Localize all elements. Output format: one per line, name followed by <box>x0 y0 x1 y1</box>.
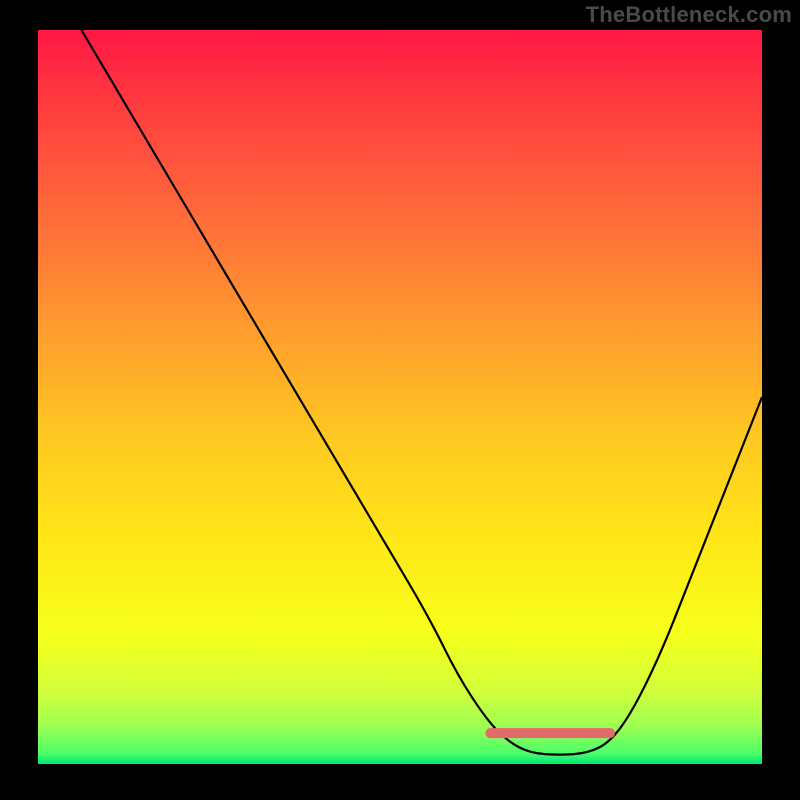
bottleneck-chart <box>0 0 800 800</box>
watermark-text: TheBottleneck.com <box>586 2 792 28</box>
optimal-range-highlight <box>486 728 615 738</box>
chart-container: TheBottleneck.com <box>0 0 800 800</box>
